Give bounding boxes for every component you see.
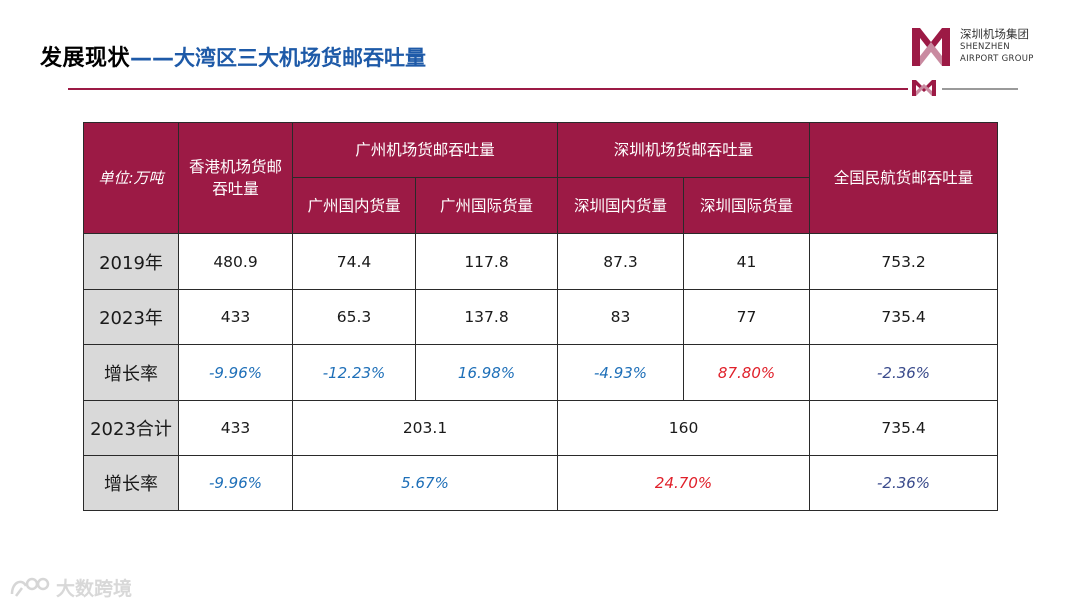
cell-sz-international: 77 xyxy=(683,289,811,345)
header-divider xyxy=(68,88,908,90)
watermark-text: 大数跨境 xyxy=(56,577,133,600)
cell-hk-growth: -9.96% xyxy=(178,344,293,401)
shenzhen-airport-logo-icon xyxy=(912,28,950,66)
cargo-throughput-table: 单位:万吨 香港机场货邮吞吐量 广州机场货邮吞吐量 深圳机场货邮吞吐量 全国民航… xyxy=(83,122,999,511)
cell-sz-international: 41 xyxy=(683,233,811,290)
cell-gz-domestic: 65.3 xyxy=(292,289,416,345)
cell-gz-international-growth: 16.98% xyxy=(414,344,559,401)
cell-gz-total: 203.1 xyxy=(291,400,559,456)
cell-national: 753.2 xyxy=(809,233,999,290)
header-sz-international: 深圳国际货量 xyxy=(683,177,811,234)
cell-sz-domestic: 83 xyxy=(557,289,685,345)
header-sz-domestic: 深圳国内货量 xyxy=(557,177,685,234)
page-title: 发展现状 —— 大湾区三大机场货邮吞吐量 xyxy=(40,40,426,74)
header-gz-international: 广州国际货量 xyxy=(414,177,559,234)
cell-gz-domestic-growth: -12.23% xyxy=(292,344,416,401)
cell-national: 735.4 xyxy=(809,289,999,345)
cell-sz-total-growth: 24.70% xyxy=(557,455,811,511)
cell-gz-total-growth: 5.67% xyxy=(291,455,559,511)
cell-hk-total-growth: -9.96% xyxy=(178,455,293,511)
row-label: 2019年 xyxy=(83,233,179,290)
cell-national-growth: -2.36% xyxy=(809,344,999,401)
table-row: 2023年 433 65.3 137.8 83 77 735.4 xyxy=(83,289,999,345)
cell-sz-international-growth: 87.80% xyxy=(683,344,811,401)
cell-national-total: 735.4 xyxy=(809,400,999,456)
row-label: 2023合计 xyxy=(83,400,179,456)
cell-hk: 480.9 xyxy=(178,233,293,290)
header-national: 全国民航货邮吞吐量 xyxy=(809,122,999,234)
company-logo: 深圳机场集团 SHENZHEN AIRPORT GROUP xyxy=(908,24,1038,72)
logo-text-chinese: 深圳机场集团 xyxy=(960,27,1029,41)
cell-hk-total: 433 xyxy=(178,400,293,456)
title-separator: —— xyxy=(130,46,175,71)
table-row: 2019年 480.9 74.4 117.8 87.3 41 753.2 xyxy=(83,233,999,290)
header-sz-group: 深圳机场货邮吞吐量 xyxy=(557,122,811,178)
header-gz-domestic: 广州国内货量 xyxy=(292,177,416,234)
row-label: 增长率 xyxy=(83,455,179,511)
row-label: 2023年 xyxy=(83,289,179,345)
small-logo-mark-icon xyxy=(912,80,936,96)
table-row: 2023合计 433 203.1 160 735.4 xyxy=(83,400,999,456)
row-label: 增长率 xyxy=(83,344,179,401)
unit-header: 单位:万吨 xyxy=(83,122,179,234)
logo-text-english-1: SHENZHEN xyxy=(960,42,1010,52)
watermark-logo-icon xyxy=(10,577,50,597)
table-row: 增长率 -9.96% 5.67% 24.70% -2.36% xyxy=(83,455,999,511)
header-gz-group: 广州机场货邮吞吐量 xyxy=(291,122,559,178)
header-hk: 香港机场货邮吞吐量 xyxy=(178,122,293,234)
cell-sz-total: 160 xyxy=(557,400,811,456)
title-main: 发展现状 xyxy=(40,46,131,71)
title-subtitle: 大湾区三大机场货邮吞吐量 xyxy=(174,46,427,70)
logo-text-english-2: AIRPORT GROUP xyxy=(960,54,1034,64)
header-divider-gray xyxy=(942,88,1018,90)
table-row: 增长率 -9.96% -12.23% 16.98% -4.93% 87.80% … xyxy=(83,344,999,401)
cell-gz-domestic: 74.4 xyxy=(292,233,416,290)
cell-sz-domestic: 87.3 xyxy=(557,233,685,290)
watermark: 大数跨境 xyxy=(8,572,132,602)
cell-national-total-growth: -2.36% xyxy=(809,455,999,511)
cell-gz-international: 137.8 xyxy=(414,289,559,345)
cell-gz-international: 117.8 xyxy=(414,233,559,290)
cell-hk: 433 xyxy=(178,289,293,345)
cell-sz-domestic-growth: -4.93% xyxy=(557,344,685,401)
